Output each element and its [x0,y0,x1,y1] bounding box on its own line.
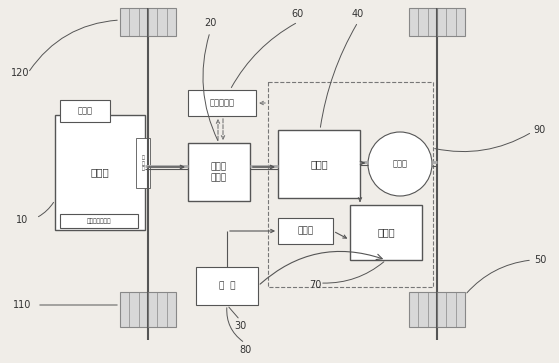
Bar [196,267,258,305]
Text: 80: 80 [239,345,251,355]
Text: 50: 50 [534,255,546,265]
Text: 70: 70 [309,280,321,290]
Text: 120: 120 [11,68,29,78]
Bar [136,138,150,188]
Bar [188,90,256,116]
Text: 发电机: 发电机 [78,106,92,115]
Text: 减速器: 减速器 [392,159,408,168]
Text: 20: 20 [204,18,216,28]
Bar [55,115,145,230]
Text: 蓄电池: 蓄电池 [377,228,395,237]
Text: 40: 40 [352,9,364,19]
Circle shape [368,132,432,196]
Bar [278,218,333,244]
Text: 自
动
量: 自 动 量 [141,155,144,171]
Text: 110: 110 [13,300,31,310]
Bar [60,214,138,228]
Bar [188,143,250,201]
Text: 充电两
用电机: 充电两 用电机 [211,162,227,182]
Bar [120,292,176,327]
Bar [409,292,465,327]
Bar [60,100,110,122]
Bar [268,82,433,287]
Text: 充电器: 充电器 [297,227,314,236]
Text: 发动机: 发动机 [91,167,110,178]
Bar [350,205,422,260]
Bar [278,130,360,198]
Text: 10: 10 [16,215,28,225]
Text: 90: 90 [534,125,546,135]
Text: 电机控制器: 电机控制器 [210,98,234,107]
Text: 自动油门控制器: 自动油门控制器 [87,218,111,224]
Bar [120,8,176,36]
Text: 踏  板: 踏 板 [219,281,235,290]
Text: 60: 60 [292,9,304,19]
Text: 变速箱: 变速箱 [310,159,328,169]
Bar [409,8,465,36]
Text: 30: 30 [234,321,246,331]
